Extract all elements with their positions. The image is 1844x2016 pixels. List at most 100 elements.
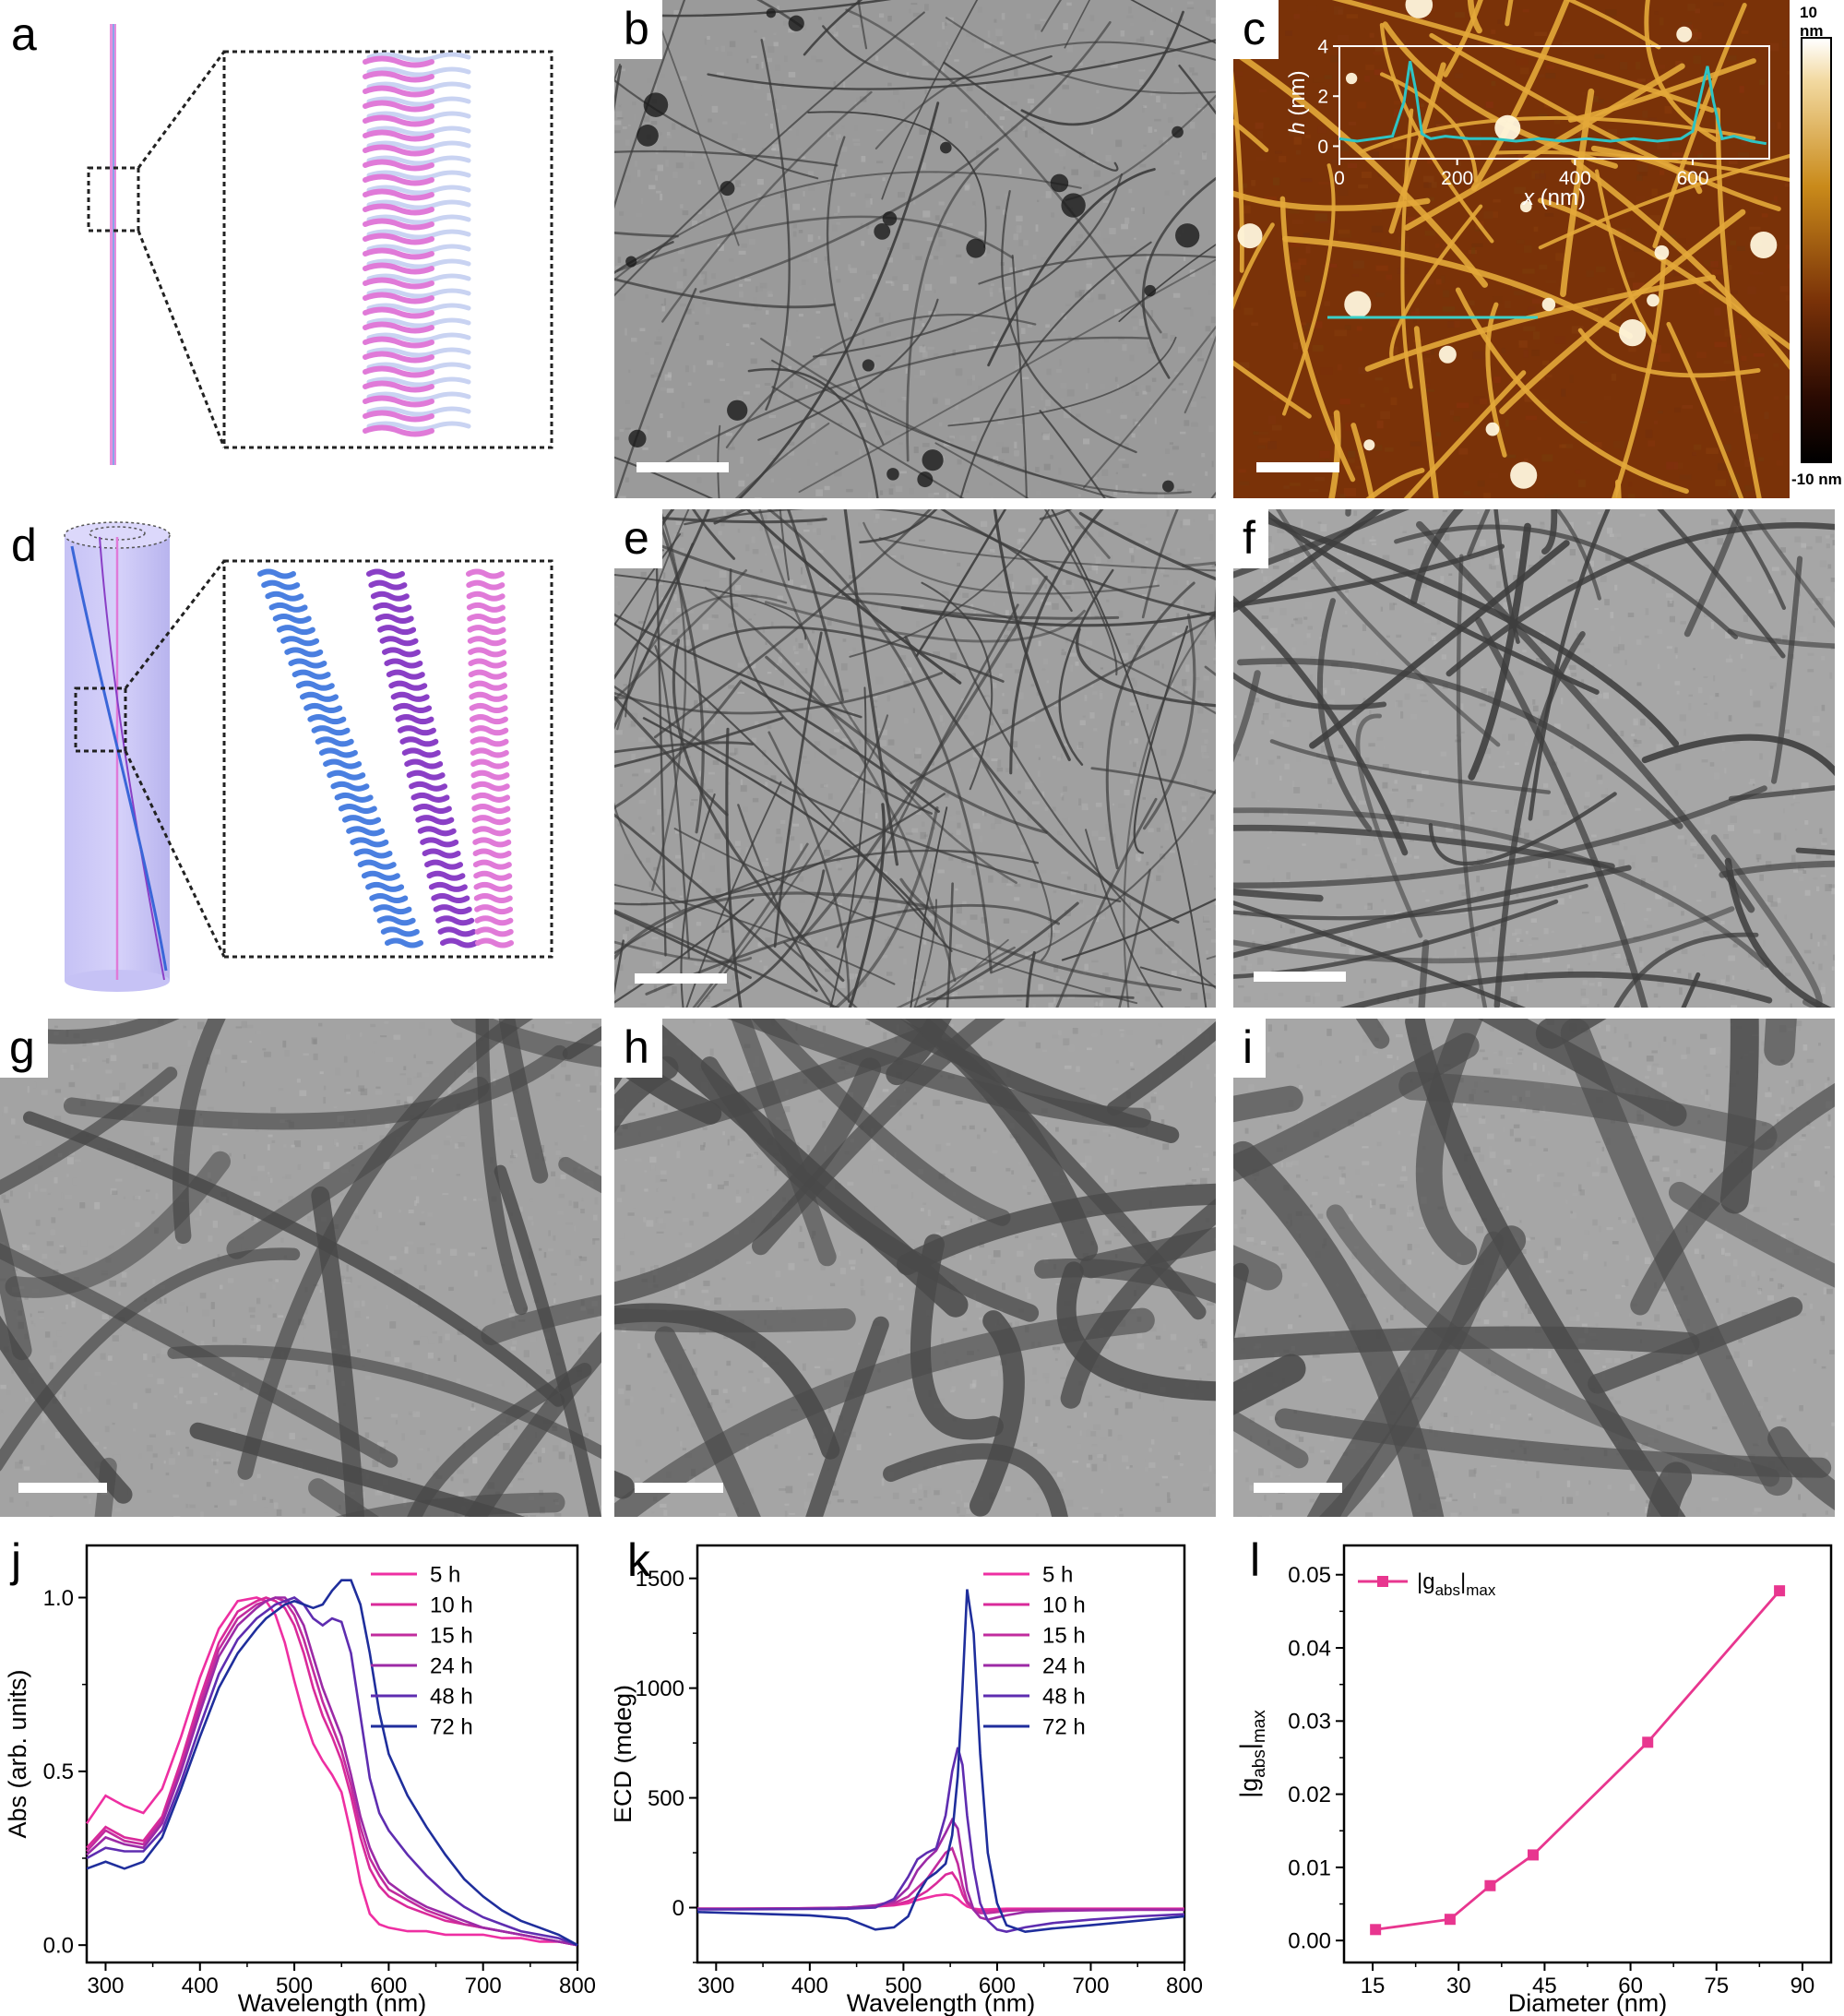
texture-speckle xyxy=(1382,781,1388,789)
texture-speckle xyxy=(1406,82,1414,89)
ribbon-segment xyxy=(363,336,434,349)
texture-speckle xyxy=(450,1476,454,1482)
texture-speckle xyxy=(272,1313,277,1318)
texture-speckle xyxy=(373,1041,377,1044)
texture-speckle xyxy=(1291,624,1294,627)
texture-speckle xyxy=(812,440,816,444)
texture-speckle xyxy=(503,1442,510,1450)
texture-speckle xyxy=(1720,592,1728,598)
texture-speckle xyxy=(900,555,904,560)
texture-speckle xyxy=(919,539,926,542)
texture-speckle xyxy=(792,689,797,696)
texture-speckle xyxy=(1832,540,1835,546)
texture-speckle xyxy=(1149,788,1158,794)
texture-speckle xyxy=(21,1141,28,1145)
texture-speckle xyxy=(1624,1006,1630,1008)
texture-speckle xyxy=(1794,536,1802,543)
texture-speckle xyxy=(1154,417,1157,424)
texture-speckle xyxy=(1141,646,1146,650)
texture-speckle xyxy=(772,545,779,549)
texture-speckle xyxy=(914,877,918,882)
texture-speckle xyxy=(1610,511,1613,518)
texture-speckle xyxy=(943,550,947,555)
texture-speckle xyxy=(1005,1167,1011,1172)
texture-speckle xyxy=(765,937,772,944)
afm-particle xyxy=(1494,114,1521,141)
texture-speckle xyxy=(1258,89,1267,93)
texture-speckle xyxy=(1364,669,1368,672)
panel-a: a xyxy=(0,0,600,498)
texture-speckle xyxy=(1056,368,1063,373)
texture-speckle xyxy=(1179,969,1186,974)
texture-speckle xyxy=(689,610,695,614)
texture-speckle xyxy=(808,185,815,192)
texture-speckle xyxy=(1694,150,1702,155)
texture-speckle xyxy=(1653,420,1659,424)
texture-speckle xyxy=(1166,510,1170,517)
texture-speckle xyxy=(1279,608,1287,615)
texture-speckle xyxy=(947,1216,954,1219)
texture-speckle xyxy=(1469,141,1481,146)
texture-speckle xyxy=(553,1513,562,1517)
texture-speckle xyxy=(11,1369,14,1374)
texture-speckle xyxy=(264,1507,268,1513)
texture-speckle xyxy=(933,991,936,996)
ribbon-segment xyxy=(366,185,471,196)
texture-speckle xyxy=(1136,268,1141,274)
texture-speckle xyxy=(1313,77,1326,83)
texture-speckle xyxy=(1055,1346,1058,1353)
fiber xyxy=(614,288,697,498)
texture-speckle xyxy=(1070,245,1077,252)
texture-speckle xyxy=(419,1022,425,1029)
texture-speckle xyxy=(26,1501,30,1508)
fiber xyxy=(1123,611,1216,1008)
texture-speckle xyxy=(183,1025,186,1029)
texture-speckle xyxy=(767,672,772,674)
texture-speckle xyxy=(30,1313,32,1318)
texture-speckle xyxy=(768,414,777,419)
texture-speckle xyxy=(1082,715,1086,718)
texture-speckle xyxy=(1161,333,1168,340)
texture-speckle xyxy=(664,374,672,381)
texture-speckle xyxy=(702,1127,708,1130)
fiber xyxy=(1493,509,1520,644)
texture-speckle xyxy=(323,1085,327,1091)
texture-speckle xyxy=(1305,996,1311,1002)
texture-speckle xyxy=(720,378,725,382)
texture-speckle xyxy=(652,960,660,967)
texture-speckle xyxy=(1024,951,1032,959)
texture-speckle xyxy=(1640,718,1646,726)
texture-speckle xyxy=(979,745,986,752)
texture-speckle xyxy=(1075,525,1082,530)
texture-speckle xyxy=(707,360,713,365)
texture-speckle xyxy=(898,442,904,446)
panel-label-d: d xyxy=(11,519,37,571)
texture-speckle xyxy=(852,611,858,614)
texture-speckle xyxy=(944,791,950,796)
texture-speckle xyxy=(728,447,735,450)
texture-speckle xyxy=(1709,762,1715,767)
texture-speckle xyxy=(1312,345,1324,352)
texture-speckle xyxy=(1046,368,1052,376)
texture-speckle xyxy=(1675,654,1678,659)
fiber xyxy=(614,456,714,498)
texture-speckle xyxy=(1391,346,1398,354)
texture-speckle xyxy=(1157,492,1165,498)
particle xyxy=(886,468,899,481)
texture-speckle xyxy=(721,199,730,207)
texture-speckle xyxy=(628,369,631,374)
texture-speckle xyxy=(1749,269,1759,275)
texture-speckle xyxy=(760,569,763,573)
texture-speckle xyxy=(617,601,621,605)
texture-speckle xyxy=(1258,677,1262,683)
scale-bar-b xyxy=(636,462,729,472)
texture-speckle xyxy=(187,1040,192,1047)
texture-speckle xyxy=(660,1179,668,1182)
texture-speckle xyxy=(82,1058,87,1062)
texture-speckle xyxy=(1502,761,1505,769)
texture-speckle xyxy=(1038,984,1043,991)
texture-speckle xyxy=(1602,692,1610,699)
texture-speckle xyxy=(932,392,938,400)
texture-speckle xyxy=(824,485,830,491)
texture-speckle xyxy=(314,1498,319,1502)
